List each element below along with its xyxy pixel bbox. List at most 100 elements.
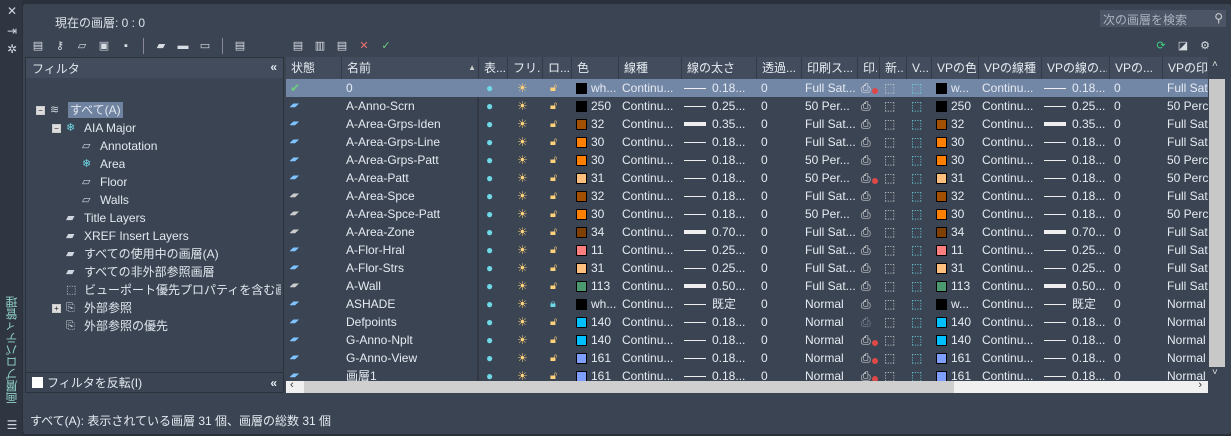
column-header[interactable]: 表... [479,57,508,79]
vp-lineweight-cell[interactable]: 0.50... [1044,277,1110,295]
table-row[interactable]: ▰ G-Anno-View ● ☀ 🔓︎ 161 Continu... 0.18... 0 Nor… [286,349,1208,367]
folder-icon[interactable]: ▬ [177,40,189,52]
scroll-right-icon[interactable]: › [1198,379,1202,391]
vp-freeze-toggle[interactable]: ⬚ [911,151,931,169]
column-header[interactable]: 新... [880,57,907,79]
layer-name[interactable]: A-Area-Grps-Iden [346,115,476,133]
status-cell[interactable]: ▰ [290,151,340,169]
save-icon[interactable]: ▪ [124,40,128,52]
vp-lineweight-cell[interactable]: 0.18... [1044,169,1110,187]
vp-plot-style-cell[interactable]: 50 Perc [1167,169,1209,187]
linetype-cell[interactable]: Continu... [622,259,680,277]
vp-color-cell[interactable]: 140 [936,313,978,331]
status-cell[interactable]: ▰ [290,187,340,205]
color-cell[interactable]: 11 [576,241,620,259]
plot-style-cell[interactable]: 50 Per... [805,151,857,169]
vertical-scrollbar[interactable]: ˄ ˅ [1208,57,1227,381]
vp-transparency-cell[interactable]: 0 [1114,169,1162,187]
table-row[interactable]: ▰ Defpoints ● ☀ 🔓︎ 140 Continu... 0.18... 0 Norma… [286,313,1208,331]
vp-transparency-cell[interactable]: 0 [1114,295,1162,313]
vp-color-cell[interactable]: 140 [936,331,978,349]
color-cell[interactable]: 30 [576,205,620,223]
new-vp-freeze-toggle[interactable]: ⬚ [884,115,906,133]
vp-color-cell[interactable]: 11 [936,241,978,259]
collapse-panel-button[interactable]: « [270,375,277,390]
plot-toggle[interactable]: ⎙ [861,205,879,223]
column-header[interactable]: V... [907,57,932,79]
vp-linetype-cell[interactable]: Continu... [982,259,1040,277]
vp-linetype-cell[interactable]: Continu... [982,313,1040,331]
vp-freeze-toggle[interactable]: ⬚ [911,133,931,151]
vp-color-cell[interactable]: 250 [936,97,978,115]
on-toggle[interactable]: ● [486,295,506,313]
on-toggle[interactable]: ● [486,205,506,223]
filter-tree-item[interactable]: ⎘ 外部参照の優先 [66,318,281,334]
status-cell[interactable]: ✔ [290,79,340,97]
freeze-toggle[interactable]: ☀ [517,169,537,187]
layer-states-manager-icon[interactable]: ▱ [77,40,87,52]
vp-lineweight-cell[interactable]: 0.18... [1044,313,1110,331]
color-cell[interactable]: 32 [576,115,620,133]
on-toggle[interactable]: ● [486,241,506,259]
vp-linetype-cell[interactable]: Continu... [982,331,1040,349]
vp-transparency-cell[interactable]: 0 [1114,367,1162,381]
lineweight-cell[interactable]: 0.18... [684,133,756,151]
table-row[interactable]: ▰ A-Anno-Scrn ● ☀ 🔓︎ 250 Continu... 0.25... 0 50 … [286,97,1208,115]
lineweight-cell[interactable]: 0.18... [684,331,756,349]
vp-plot-style-cell[interactable]: Normal [1167,349,1209,367]
vp-lineweight-cell[interactable]: 0.18... [1044,151,1110,169]
lineweight-cell[interactable]: 0.18... [684,79,756,97]
filter-tree-item[interactable]: ▱ Floor [82,174,281,190]
layer-name[interactable]: G-Anno-View [346,349,476,367]
freeze-toggle[interactable]: ☀ [517,367,537,381]
vp-transparency-cell[interactable]: 0 [1114,97,1162,115]
freeze-toggle[interactable]: ☀ [517,205,537,223]
horizontal-scrollbar[interactable]: ‹ › [286,379,1208,393]
column-header[interactable]: 線の太さ [682,57,757,79]
vp-color-cell[interactable]: 30 [936,151,978,169]
on-toggle[interactable]: ● [486,151,506,169]
vp-color-cell[interactable]: w... [936,79,978,97]
layer-name[interactable]: 画層1 [346,367,476,381]
scroll-thumb[interactable] [1209,79,1225,367]
vp-lineweight-cell[interactable]: 0.18... [1044,133,1110,151]
vp-color-cell[interactable]: 161 [936,367,978,381]
filter-folder-icon[interactable]: ▰ [156,40,166,52]
vp-lineweight-cell[interactable]: 0.25... [1044,259,1110,277]
freeze-toggle[interactable]: ☀ [517,97,537,115]
filter-tree-item[interactable]: ❄ AIA Major [66,120,281,136]
collapse-filter-button[interactable]: « [270,60,277,74]
vp-linetype-cell[interactable]: Continu... [982,169,1040,187]
new-vp-freeze-toggle[interactable]: ⬚ [884,295,906,313]
vp-transparency-cell[interactable]: 0 [1114,331,1162,349]
vp-color-cell[interactable]: 32 [936,115,978,133]
column-header[interactable]: 印. [858,57,880,79]
vp-linetype-cell[interactable]: Continu... [982,79,1040,97]
layer-name[interactable]: A-Anno-Scrn [346,97,476,115]
vp-linetype-cell[interactable]: Continu... [982,241,1040,259]
column-header[interactable]: 状態 [286,57,342,79]
new-vp-freeze-toggle[interactable]: ⬚ [884,223,906,241]
transparency-cell[interactable]: 0 [761,277,801,295]
lock-toggle[interactable]: 🔓︎ [550,205,570,223]
plot-style-cell[interactable]: Normal [805,295,857,313]
vp-linetype-cell[interactable]: Continu... [982,205,1040,223]
on-toggle[interactable]: ● [486,97,506,115]
vp-plot-style-cell[interactable]: Full Satu [1167,223,1209,241]
color-cell[interactable]: 113 [576,277,620,295]
status-cell[interactable]: ▰ [290,223,340,241]
plot-style-cell[interactable]: 50 Per... [805,169,857,187]
vp-plot-style-cell[interactable]: Normal [1167,295,1209,313]
table-row[interactable]: ▰ A-Wall ● ☀ 🔓︎ 113 Continu... 0.50... 0 Full Sat… [286,277,1209,295]
column-header[interactable]: VPの線種 [979,57,1042,79]
filter-tree-item[interactable]: ▰ すべての使用中の画層(A) [66,246,281,262]
transparency-cell[interactable]: 0 [761,133,801,151]
linetype-cell[interactable]: Continu... [622,169,680,187]
new-vp-freeze-toggle[interactable]: ⬚ [884,241,906,259]
new-vp-freeze-toggle[interactable]: ⬚ [884,259,906,277]
vp-color-cell[interactable]: 30 [936,205,978,223]
plot-style-cell[interactable]: 50 Per... [805,205,857,223]
column-header[interactable]: フリ... [508,57,543,79]
lock-toggle[interactable]: 🔓︎ [550,367,570,381]
vp-plot-style-cell[interactable]: Normal [1167,367,1209,381]
